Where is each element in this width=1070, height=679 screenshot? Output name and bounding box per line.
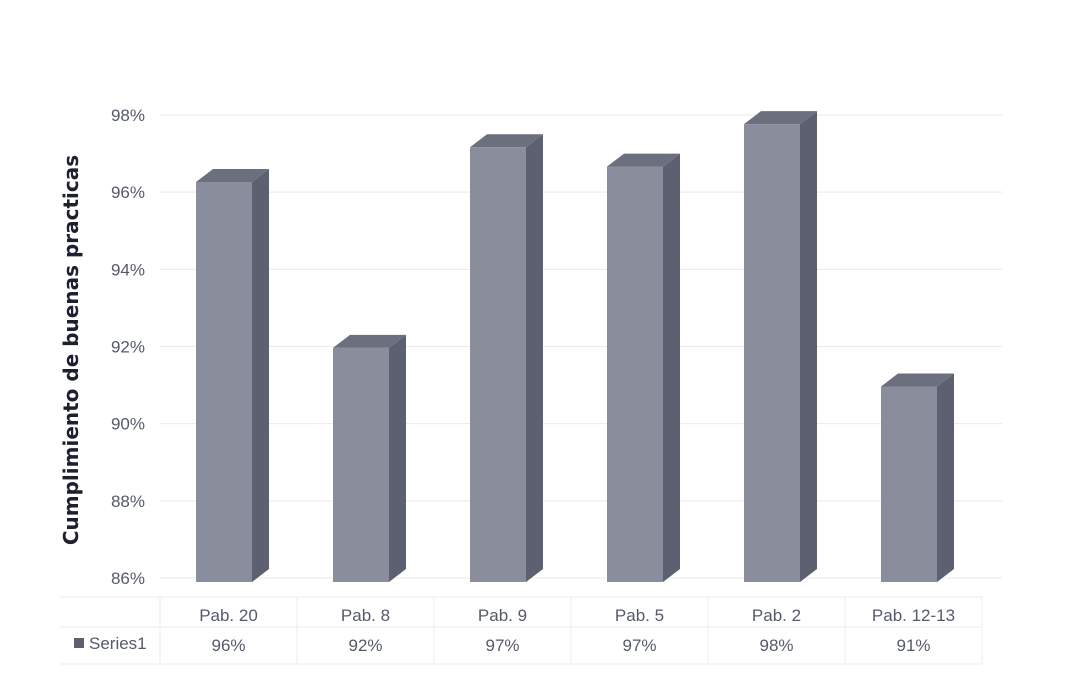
y-tick-label: 94% — [111, 260, 145, 279]
data-label: 98% — [759, 636, 793, 655]
bars — [196, 111, 954, 583]
bar-top-face — [333, 334, 406, 348]
y-tick-label: 92% — [111, 338, 145, 357]
data-label: 96% — [211, 636, 245, 655]
gridlines — [160, 114, 1002, 579]
y-axis-ticks: 98% 96% 94% 92% 90% 88% 86% — [111, 106, 145, 588]
data-label: 97% — [622, 636, 656, 655]
bar-front-face — [744, 124, 800, 583]
y-axis-label: Cumplimiento de buenas practicas — [59, 155, 83, 545]
legend-label-series1: Series1 — [89, 634, 147, 653]
bar-front-face — [607, 166, 663, 583]
legend: Series1 — [74, 634, 147, 653]
x-category-label: Pab. 12-13 — [872, 606, 955, 625]
bar-top-face — [470, 134, 543, 148]
bar-side-face — [252, 169, 269, 582]
data-label: 91% — [896, 636, 930, 655]
bar-top-face — [881, 373, 954, 387]
bar-side-face — [526, 134, 543, 582]
bar — [333, 334, 406, 582]
bar-front-face — [881, 386, 937, 582]
y-tick-label: 98% — [111, 106, 145, 125]
y-tick-label: 88% — [111, 492, 145, 511]
data-table: Pab. 20 96% Pab. 8 92% Pab. 9 97% Pab. 5 97% Pab… — [60, 596, 983, 665]
bar — [744, 111, 817, 583]
y-tick-label: 96% — [111, 183, 145, 202]
bar — [881, 373, 954, 582]
data-label: 97% — [485, 636, 519, 655]
bar-top-face — [196, 169, 269, 183]
x-category-label: Pab. 2 — [752, 606, 801, 625]
bar-side-face — [663, 153, 680, 583]
y-tick-label: 90% — [111, 415, 145, 434]
bar-side-face — [389, 334, 406, 582]
bar — [470, 134, 543, 582]
x-category-label: Pab. 5 — [615, 606, 664, 625]
bar — [607, 153, 680, 583]
bar-side-face — [937, 373, 954, 582]
x-category-label: Pab. 20 — [199, 606, 258, 625]
legend-swatch-series1 — [74, 638, 84, 648]
bar-front-face — [196, 182, 252, 582]
x-category-label: Pab. 8 — [341, 606, 390, 625]
data-label: 92% — [348, 636, 382, 655]
x-category-label: Pab. 9 — [478, 606, 527, 625]
bar-top-face — [744, 111, 817, 125]
y-tick-label: 86% — [111, 569, 145, 588]
bar-side-face — [800, 111, 817, 583]
bar — [196, 169, 269, 582]
bar-top-face — [607, 153, 680, 167]
bar-front-face — [333, 347, 389, 582]
bar-front-face — [470, 147, 526, 582]
